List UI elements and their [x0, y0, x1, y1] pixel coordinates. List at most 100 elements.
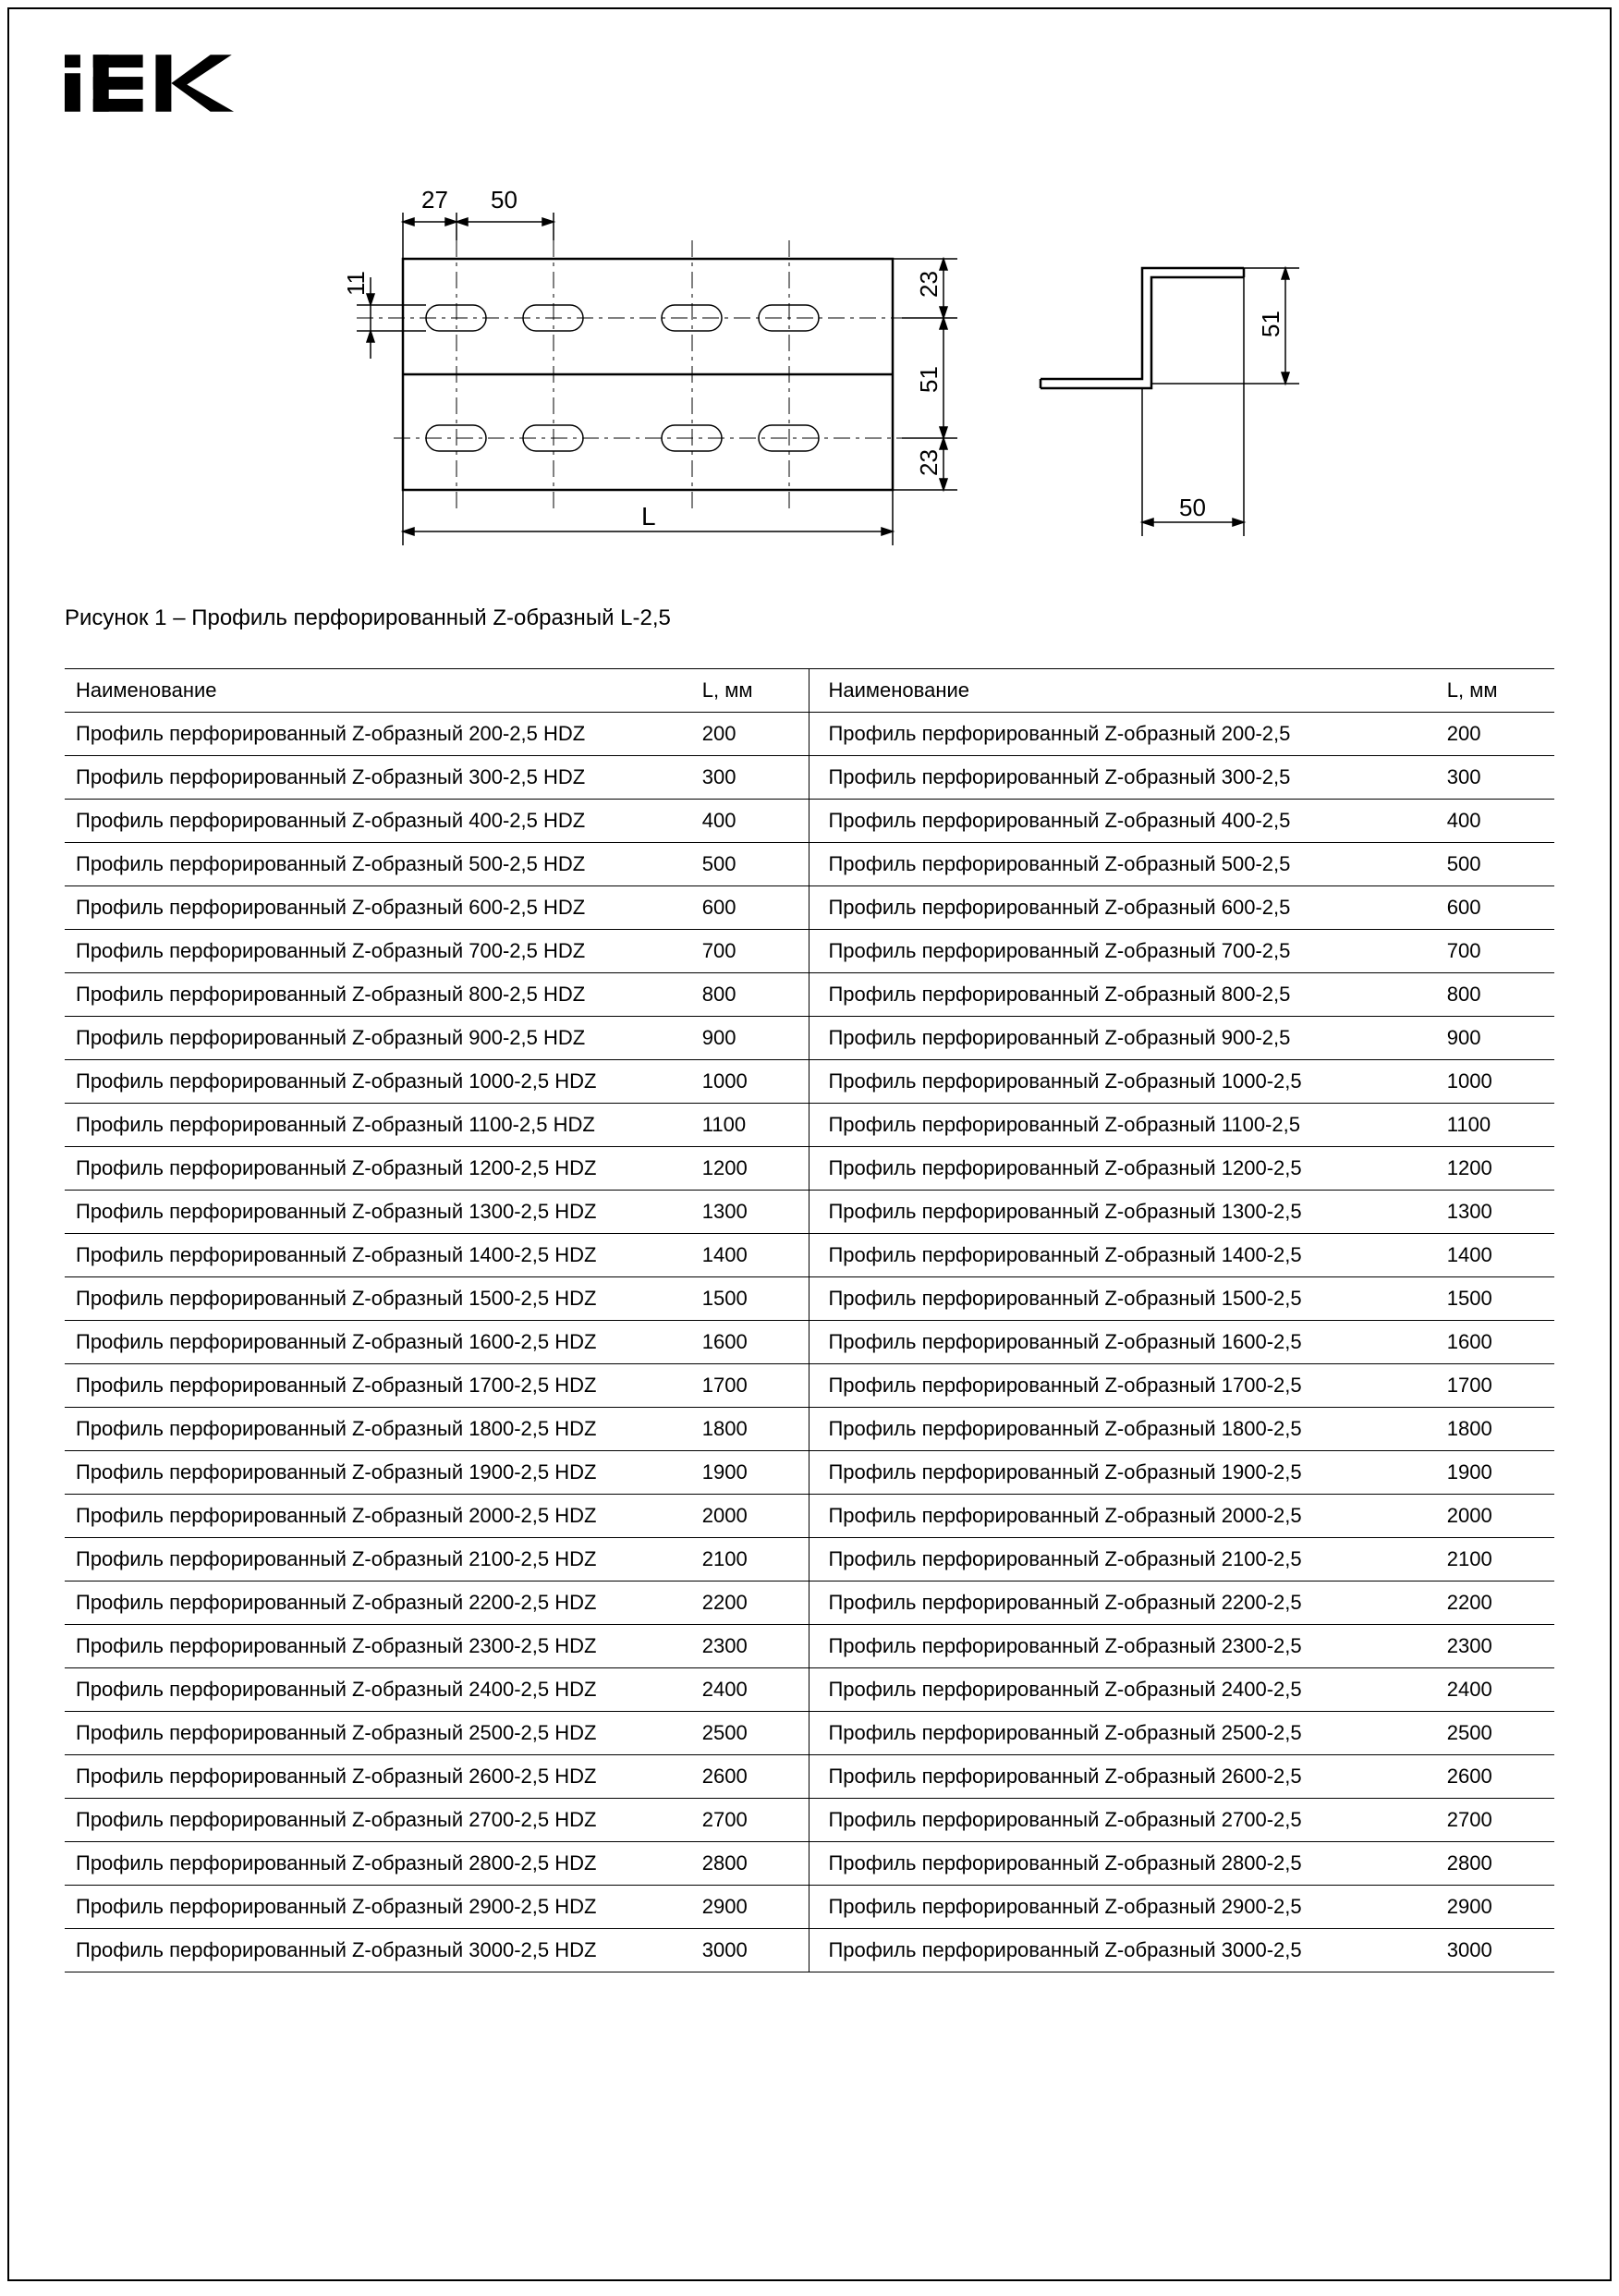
cell-L-right: 2300 [1436, 1625, 1554, 1668]
table-row: Профиль перфорированный Z-образный 1000-… [65, 1060, 1554, 1104]
cell-name-right: Профиль перфорированный Z-образный 400-2… [810, 800, 1436, 843]
dim-27: 27 [421, 186, 448, 214]
cell-name-left: Профиль перфорированный Z-образный 2700-… [65, 1799, 691, 1842]
table-row: Профиль перфорированный Z-образный 1700-… [65, 1364, 1554, 1408]
cell-L-left: 2500 [691, 1712, 810, 1755]
figure-caption: Рисунок 1 – Профиль перфорированный Z-об… [65, 605, 1554, 631]
cell-L-right: 1700 [1436, 1364, 1554, 1408]
cell-name-right: Профиль перфорированный Z-образный 300-2… [810, 756, 1436, 800]
cell-name-left: Профиль перфорированный Z-образный 400-2… [65, 800, 691, 843]
cell-name-left: Профиль перфорированный Z-образный 2400-… [65, 1668, 691, 1712]
table-row: Профиль перфорированный Z-образный 2100-… [65, 1538, 1554, 1582]
cell-L-left: 1900 [691, 1451, 810, 1495]
cell-name-right: Профиль перфорированный Z-образный 1900-… [810, 1451, 1436, 1495]
cell-L-left: 600 [691, 886, 810, 930]
cell-name-right: Профиль перфорированный Z-образный 2900-… [810, 1886, 1436, 1929]
cell-name-left: Профиль перфорированный Z-образный 1100-… [65, 1104, 691, 1147]
cell-L-right: 1600 [1436, 1321, 1554, 1364]
cell-name-right: Профиль перфорированный Z-образный 1300-… [810, 1191, 1436, 1234]
cell-L-right: 2600 [1436, 1755, 1554, 1799]
table-row: Профиль перфорированный Z-образный 1200-… [65, 1147, 1554, 1191]
table-row: Профиль перфорированный Z-образный 1100-… [65, 1104, 1554, 1147]
cell-name-left: Профиль перфорированный Z-образный 600-2… [65, 886, 691, 930]
cell-L-left: 2700 [691, 1799, 810, 1842]
cell-name-left: Профиль перфорированный Z-образный 2100-… [65, 1538, 691, 1582]
header-name-1: Наименование [65, 669, 691, 713]
header-L-2: L, мм [1436, 669, 1554, 713]
cell-name-right: Профиль перфорированный Z-образный 1600-… [810, 1321, 1436, 1364]
cell-name-right: Профиль перфорированный Z-образный 700-2… [810, 930, 1436, 973]
cell-name-right: Профиль перфорированный Z-образный 1000-… [810, 1060, 1436, 1104]
cell-L-right: 2900 [1436, 1886, 1554, 1929]
cell-L-right: 2500 [1436, 1712, 1554, 1755]
table-body: Профиль перфорированный Z-образный 200-2… [65, 713, 1554, 1972]
cell-name-right: Профиль перфорированный Z-образный 500-2… [810, 843, 1436, 886]
cell-L-left: 1700 [691, 1364, 810, 1408]
cell-L-right: 2800 [1436, 1842, 1554, 1886]
cell-name-left: Профиль перфорированный Z-образный 1800-… [65, 1408, 691, 1451]
cell-name-right: Профиль перфорированный Z-образный 1200-… [810, 1147, 1436, 1191]
cell-L-left: 3000 [691, 1929, 810, 1972]
cell-name-left: Профиль перфорированный Z-образный 3000-… [65, 1929, 691, 1972]
logo [65, 46, 1554, 120]
cell-L-right: 1900 [1436, 1451, 1554, 1495]
cell-name-left: Профиль перфорированный Z-образный 900-2… [65, 1017, 691, 1060]
cell-name-right: Профиль перфорированный Z-образный 2600-… [810, 1755, 1436, 1799]
table-row: Профиль перфорированный Z-образный 200-2… [65, 713, 1554, 756]
table-row: Профиль перфорированный Z-образный 2300-… [65, 1625, 1554, 1668]
cell-name-right: Профиль перфорированный Z-образный 800-2… [810, 973, 1436, 1017]
table-row: Профиль перфорированный Z-образный 900-2… [65, 1017, 1554, 1060]
cell-name-right: Профиль перфорированный Z-образный 2700-… [810, 1799, 1436, 1842]
table-row: Профиль перфорированный Z-образный 800-2… [65, 973, 1554, 1017]
dim-51b: 51 [1257, 311, 1284, 337]
table-row: Профиль перфорированный Z-образный 300-2… [65, 756, 1554, 800]
dim-23a: 23 [915, 271, 943, 298]
cell-name-left: Профиль перфорированный Z-образный 2600-… [65, 1755, 691, 1799]
cell-name-left: Профиль перфорированный Z-образный 2300-… [65, 1625, 691, 1668]
cell-L-left: 2900 [691, 1886, 810, 1929]
cell-L-left: 2400 [691, 1668, 810, 1712]
cell-name-right: Профиль перфорированный Z-образный 1800-… [810, 1408, 1436, 1451]
cell-L-left: 2100 [691, 1538, 810, 1582]
cell-name-left: Профиль перфорированный Z-образный 1500-… [65, 1277, 691, 1321]
cell-L-left: 200 [691, 713, 810, 756]
cell-name-left: Профиль перфорированный Z-образный 1300-… [65, 1191, 691, 1234]
table-row: Профиль перфорированный Z-образный 2700-… [65, 1799, 1554, 1842]
cell-L-left: 400 [691, 800, 810, 843]
cell-L-right: 300 [1436, 756, 1554, 800]
cell-name-left: Профиль перфорированный Z-образный 2500-… [65, 1712, 691, 1755]
table-row: Профиль перфорированный Z-образный 2400-… [65, 1668, 1554, 1712]
cell-L-right: 900 [1436, 1017, 1554, 1060]
cell-name-right: Профиль перфорированный Z-образный 600-2… [810, 886, 1436, 930]
cell-name-right: Профиль перфорированный Z-образный 2300-… [810, 1625, 1436, 1668]
dim-L: L [641, 502, 656, 531]
cell-name-left: Профиль перфорированный Z-образный 700-2… [65, 930, 691, 973]
cell-name-right: Профиль перфорированный Z-образный 900-2… [810, 1017, 1436, 1060]
cell-name-right: Профиль перфорированный Z-образный 3000-… [810, 1929, 1436, 1972]
cell-name-left: Профиль перфорированный Z-образный 200-2… [65, 713, 691, 756]
cell-name-left: Профиль перфорированный Z-образный 1900-… [65, 1451, 691, 1495]
cell-L-left: 2800 [691, 1842, 810, 1886]
cell-L-left: 300 [691, 756, 810, 800]
cell-L-right: 1500 [1436, 1277, 1554, 1321]
cell-name-left: Профиль перфорированный Z-образный 800-2… [65, 973, 691, 1017]
cell-L-right: 800 [1436, 973, 1554, 1017]
cell-L-right: 700 [1436, 930, 1554, 973]
cell-name-left: Профиль перфорированный Z-образный 1200-… [65, 1147, 691, 1191]
table-row: Профиль перфорированный Z-образный 1400-… [65, 1234, 1554, 1277]
cell-L-right: 2000 [1436, 1495, 1554, 1538]
table-row: Профиль перфорированный Z-образный 1800-… [65, 1408, 1554, 1451]
cell-L-left: 900 [691, 1017, 810, 1060]
cell-name-left: Профиль перфорированный Z-образный 1600-… [65, 1321, 691, 1364]
table-row: Профиль перфорированный Z-образный 1300-… [65, 1191, 1554, 1234]
cell-L-right: 600 [1436, 886, 1554, 930]
cell-L-right: 1100 [1436, 1104, 1554, 1147]
cell-name-right: Профиль перфорированный Z-образный 1100-… [810, 1104, 1436, 1147]
dim-51a: 51 [915, 366, 943, 393]
cell-L-left: 1100 [691, 1104, 810, 1147]
cell-L-right: 1300 [1436, 1191, 1554, 1234]
cell-L-right: 2100 [1436, 1538, 1554, 1582]
cell-L-right: 2400 [1436, 1668, 1554, 1712]
cell-name-right: Профиль перфорированный Z-образный 1500-… [810, 1277, 1436, 1321]
cell-L-right: 2200 [1436, 1582, 1554, 1625]
